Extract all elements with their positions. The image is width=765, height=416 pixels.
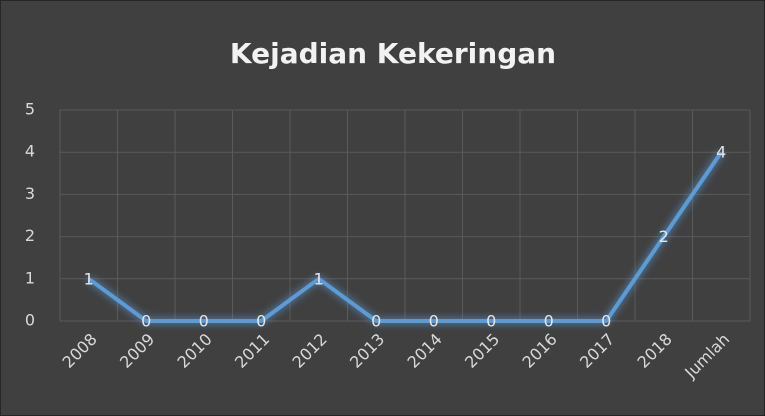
data-label: 0	[601, 312, 611, 331]
y-tick-label: 2	[25, 226, 35, 245]
data-label: 0	[486, 312, 496, 331]
data-label: 0	[429, 312, 439, 331]
data-label: 0	[371, 312, 381, 331]
data-label: 0	[141, 312, 151, 331]
y-tick-label: 3	[25, 184, 35, 203]
y-tick-label: 0	[25, 311, 35, 330]
data-label: 0	[199, 312, 209, 331]
data-label: 1	[314, 269, 324, 288]
data-label: 1	[84, 269, 94, 288]
y-tick-label: 5	[25, 100, 35, 119]
line	[87, 151, 723, 323]
data-label: 0	[544, 312, 554, 331]
y-tick-label: 1	[25, 268, 35, 287]
data-label: 4	[716, 143, 726, 162]
y-tick-label: 4	[25, 142, 35, 161]
chart-title: Kejadian Kekeringan	[230, 37, 556, 70]
data-label: 0	[256, 312, 266, 331]
data-label: 2	[659, 227, 669, 246]
